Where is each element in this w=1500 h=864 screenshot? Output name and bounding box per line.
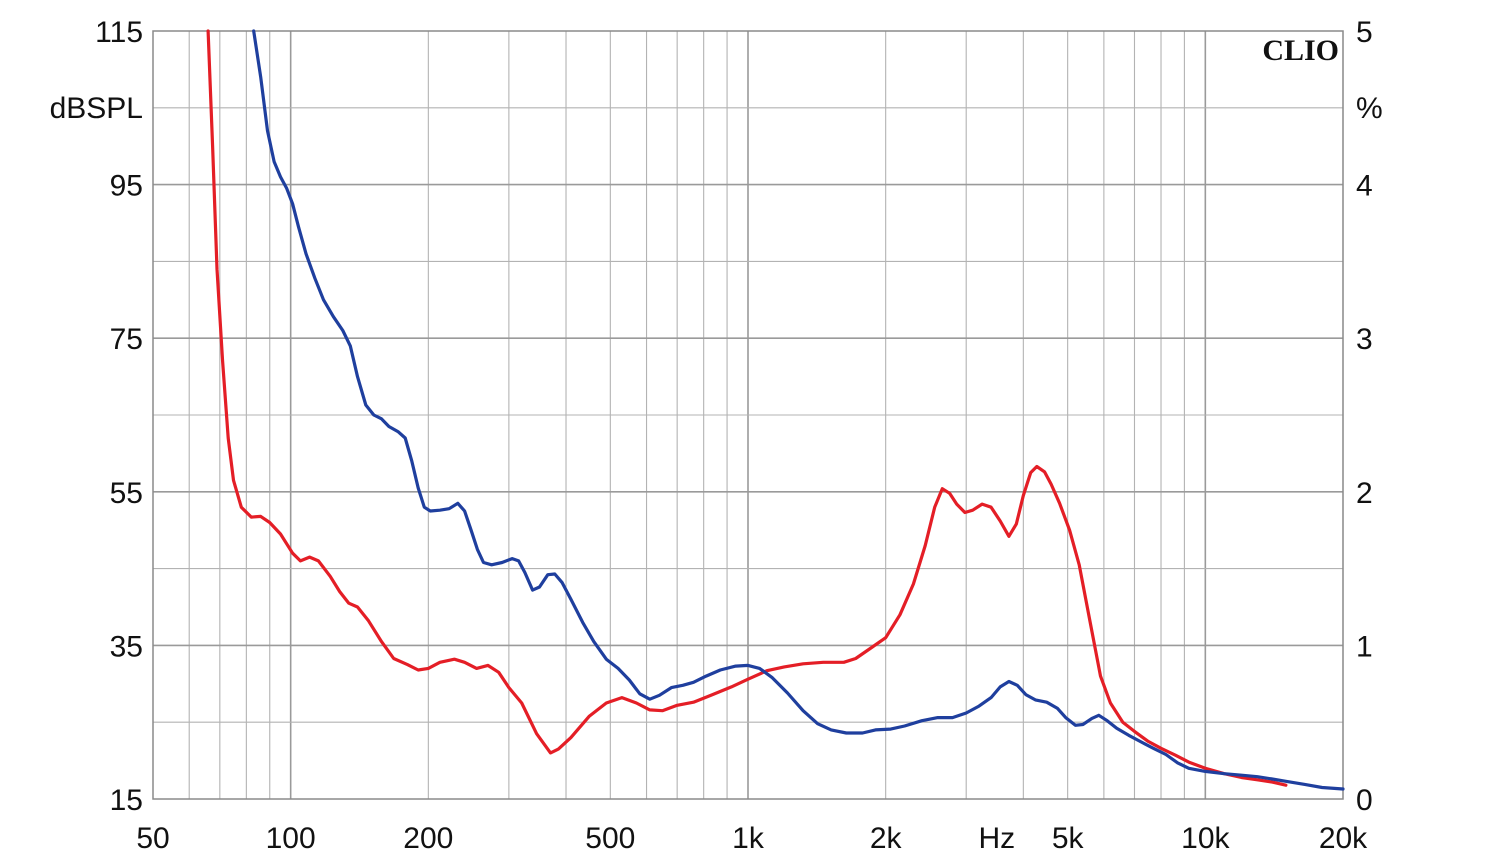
right-y-tick-label: 3: [1356, 323, 1373, 356]
left-axis-label: dBSPL: [50, 92, 143, 125]
x-tick-label: 1k: [732, 822, 765, 855]
x-tick-label: 20k: [1319, 822, 1368, 855]
right-axis-tick-labels: 5 4 3 2 1 0: [1356, 16, 1373, 817]
right-y-tick-label: 4: [1356, 170, 1373, 203]
x-tick-label: 100: [266, 822, 316, 855]
left-y-tick-label: 15: [110, 784, 143, 817]
left-y-tick-label: 115: [95, 16, 143, 49]
right-y-tick-label: 0: [1356, 784, 1373, 817]
x-tick-label: 5k: [1052, 822, 1085, 855]
x-tick-label: 500: [585, 822, 635, 855]
left-y-tick-label: 75: [110, 323, 143, 356]
x-axis-tick-labels: 50 100 200 500 1k 2k Hz 5k 10k 20k: [136, 822, 1368, 855]
left-y-tick-label: 95: [110, 170, 143, 203]
data-series: [206, 29, 1345, 791]
x-tick-label: Hz: [978, 822, 1015, 855]
plot-frame: [152, 30, 1344, 800]
left-axis-tick-labels: 115 95 75 55 35 15: [95, 16, 143, 817]
grid-lines: [153, 31, 1344, 799]
clio-brand-label: CLIO: [1262, 34, 1339, 67]
right-y-tick-label: 1: [1356, 630, 1373, 663]
x-tick-label: 2k: [870, 822, 903, 855]
right-y-tick-label: 5: [1356, 16, 1373, 49]
left-y-tick-label: 35: [110, 630, 143, 663]
x-tick-label: 200: [403, 822, 453, 855]
brand-background: [1240, 33, 1341, 67]
right-axis-label: %: [1356, 92, 1383, 125]
x-tick-label: 50: [136, 822, 169, 855]
series-line-red: [206, 29, 1288, 787]
left-y-tick-label: 55: [110, 477, 143, 510]
right-y-tick-label: 2: [1356, 477, 1373, 510]
x-tick-label: 10k: [1181, 822, 1230, 855]
series-line-blue: [252, 29, 1345, 791]
